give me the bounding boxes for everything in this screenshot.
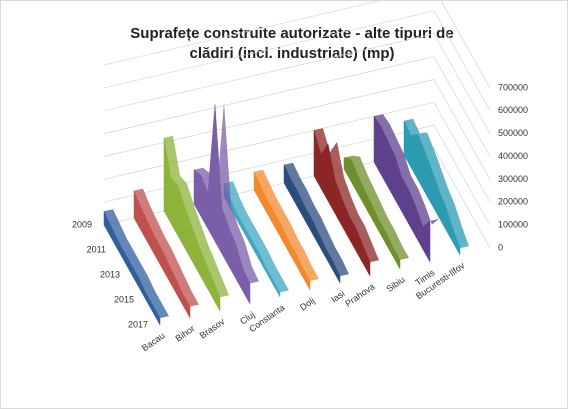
y-tick-label: 200000 [498,197,528,207]
ribbon-top [284,162,349,277]
depth-tick-label: 2017 [128,319,148,329]
ribbon-top [404,118,469,249]
depth-tick-label: 2011 [87,244,106,254]
grid-line [103,33,491,134]
y-tick-label: 0 [498,242,503,252]
depth-tick-label: 2015 [114,294,134,304]
ribbon [133,190,191,319]
chart-title: clădiri (incl. industriale) (mp) [189,45,394,62]
ribbon [403,120,461,256]
ribbon [193,104,251,305]
grid-line [103,10,491,112]
y-tick-label: 300000 [498,174,528,184]
ribbon [223,183,281,298]
y-tick-label: 100000 [498,220,528,230]
depth-tick-label: 2013 [100,269,120,279]
ribbon-top [134,188,199,307]
ribbon-top [194,102,259,284]
chart-title: Suprafețe construite autorizate - alte t… [130,25,453,42]
grid-line [103,56,491,157]
y-tick-label: 600000 [498,105,528,115]
depth-tick-label: 2009 [72,219,92,229]
ribbon-top [254,169,319,281]
ribbon [373,115,431,263]
ribbon [163,137,221,312]
ribbon [253,171,311,291]
ribbon [103,211,161,326]
grid-line [103,0,491,89]
ribbon [283,164,341,284]
y-tick-label: 400000 [498,151,528,161]
ribbon-top [314,128,379,263]
ribbon-top [224,181,289,293]
y-tick-label: 700000 [498,82,528,92]
ribbon [343,157,401,270]
ribbon-top [344,155,409,260]
ribbon-top [374,114,439,227]
ribbon-top [164,135,229,298]
ribbon [313,130,371,277]
y-tick-label: 500000 [498,128,528,138]
ribbon-top [104,209,169,319]
